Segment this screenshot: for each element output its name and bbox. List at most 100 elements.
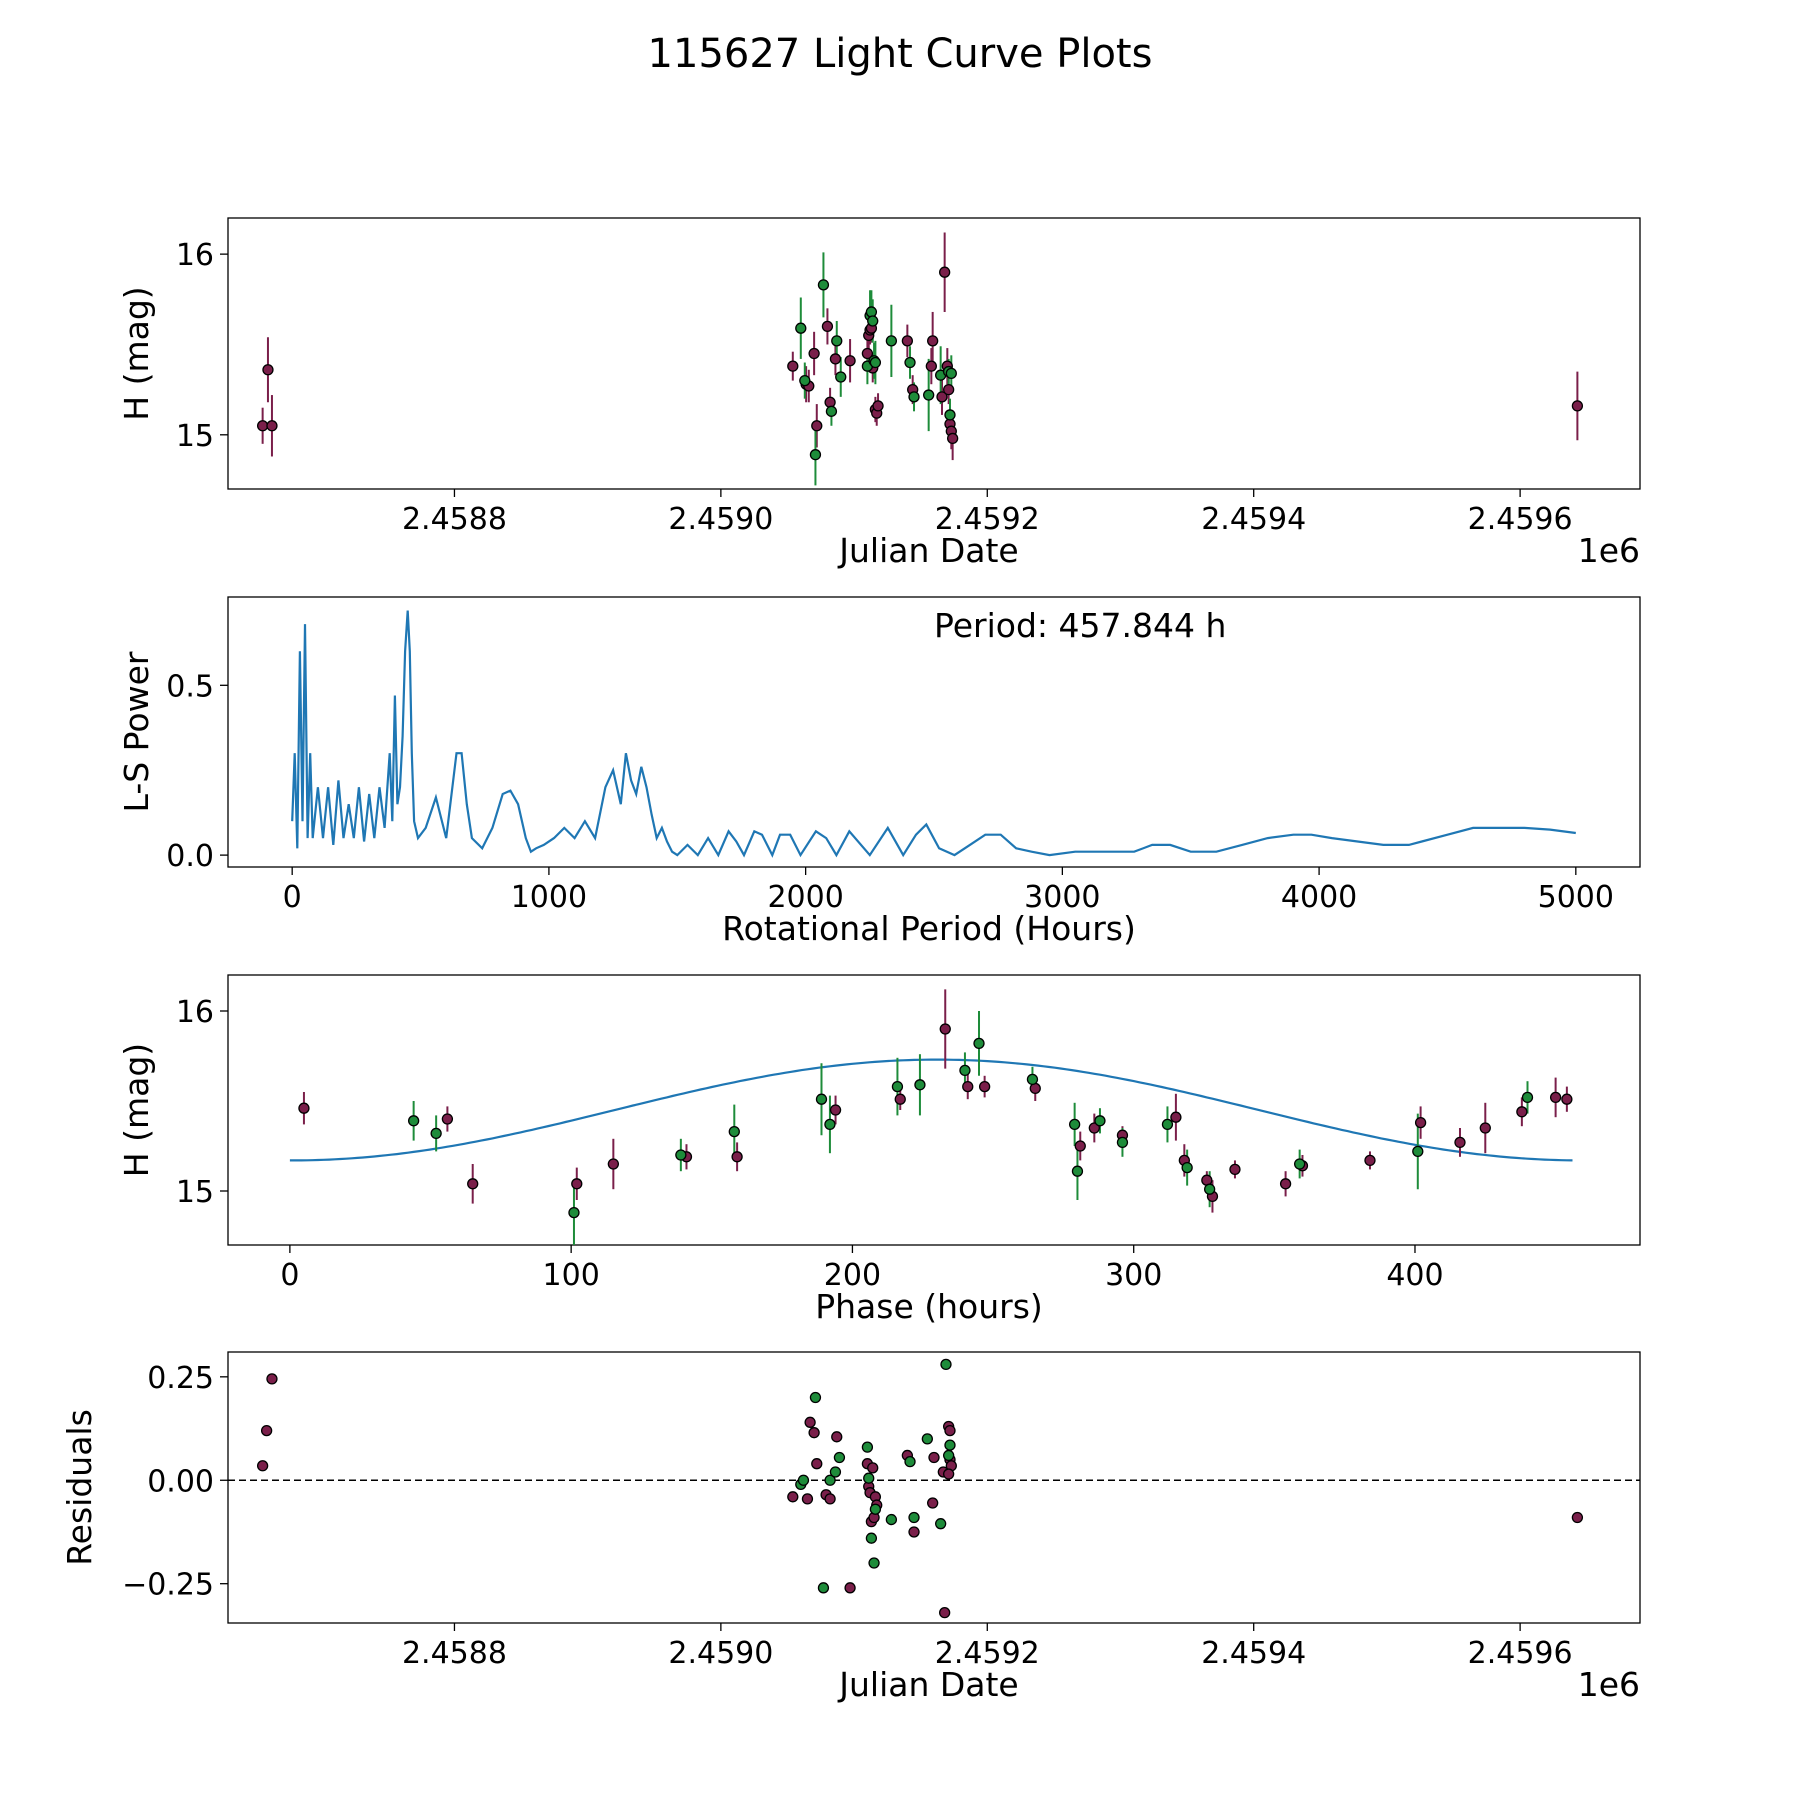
- maroon-data-point: [944, 1424, 956, 1437]
- maroon-data-point: [1571, 400, 1584, 412]
- green-data-point: [959, 1064, 971, 1077]
- phasefold-panel: 0 100 200 300 400 15 16 Phase (hours) H (mag): [117, 974, 1641, 1326]
- green-data-point: [869, 356, 882, 369]
- green-data-point: [865, 306, 878, 318]
- lightcurve-panel: 2.4588 2.4590 2.4592 2.4594 2.4596 15 16 Julian…: [117, 217, 1641, 570]
- maroon-data-point: [811, 1458, 823, 1470]
- maroon-data-point: [829, 1104, 842, 1116]
- green-data-point: [1412, 1145, 1424, 1158]
- residuals-panel: 2.4588 2.4590 2.4592 2.4594 2.4596 0.25 0.00 −0…: [60, 1351, 1641, 1704]
- x-tick-label: 2.4588: [402, 502, 507, 537]
- maroon-data-point: [943, 383, 955, 396]
- y-axis-label: Residuals: [60, 1409, 99, 1566]
- green-data-point: [833, 1451, 846, 1464]
- green-data-point: [868, 1557, 880, 1569]
- maroon-data-point: [1170, 1111, 1182, 1123]
- maroon-data-point: [824, 1493, 836, 1505]
- x-tick-label: 2.4594: [1201, 502, 1306, 537]
- green-data-point: [861, 1441, 874, 1453]
- x-tick-label: 4000: [1281, 880, 1357, 915]
- y-tick-label: 16: [176, 238, 214, 273]
- x-tick-label: 2.4594: [1201, 1636, 1306, 1671]
- maroon-data-point: [787, 360, 799, 372]
- x-tick-label: 3000: [1024, 880, 1100, 915]
- maroon-data-point: [266, 420, 278, 432]
- maroon-data-point: [861, 347, 874, 360]
- maroon-data-point: [266, 1373, 278, 1385]
- maroon-data-point: [943, 1468, 955, 1480]
- maroon-data-point: [571, 1178, 583, 1190]
- maroon-data-point: [844, 355, 856, 367]
- green-data-point: [430, 1127, 442, 1140]
- green-data-point: [407, 1115, 420, 1127]
- maroon-data-point: [939, 266, 951, 278]
- green-data-point: [809, 449, 822, 461]
- green-data-point: [940, 1358, 952, 1371]
- green-data-point: [944, 409, 956, 421]
- maroon-data-point: [962, 1080, 974, 1093]
- green-data-point: [809, 1391, 822, 1404]
- plot-area: [291, 610, 1576, 858]
- green-data-point: [1068, 1118, 1081, 1131]
- x-tick-label: 2.4596: [1468, 502, 1573, 537]
- green-data-point: [1071, 1165, 1084, 1177]
- maroon-data-point: [939, 1607, 951, 1619]
- x-axis-label: Julian Date: [837, 1665, 1019, 1704]
- maroon-data-point: [927, 335, 939, 347]
- maroon-data-point: [831, 1431, 843, 1443]
- maroon-data-point: [804, 1416, 816, 1428]
- plot-area: [289, 989, 1573, 1245]
- green-data-point: [908, 1511, 920, 1524]
- plot-area: [228, 1358, 1640, 1619]
- green-data-point: [908, 391, 920, 403]
- plot-frame: [227, 974, 1641, 1246]
- green-data-point: [1203, 1183, 1216, 1195]
- green-data-point: [835, 371, 847, 383]
- green-data-point: [675, 1149, 687, 1161]
- green-data-point: [921, 1433, 933, 1445]
- maroon-data-point: [1561, 1093, 1573, 1105]
- maroon-data-point: [1364, 1154, 1376, 1167]
- x-tick-label: 2.4592: [935, 502, 1040, 537]
- green-data-point: [943, 1449, 955, 1462]
- y-tick-label: 0.00: [147, 1464, 214, 1499]
- green-data-point: [973, 1037, 985, 1050]
- green-data-point: [869, 1503, 882, 1515]
- maroon-data-point: [607, 1158, 619, 1170]
- green-data-point: [1161, 1118, 1174, 1131]
- green-data-point: [728, 1125, 740, 1138]
- y-tick-label: 0.0: [166, 839, 214, 874]
- green-data-point: [817, 1582, 830, 1594]
- x-axis-label: Julian Date: [837, 531, 1019, 570]
- x-axis-label: Rotational Period (Hours): [722, 909, 1136, 948]
- maroon-data-point: [1516, 1106, 1528, 1118]
- x-tick-label: 0: [280, 1258, 299, 1293]
- x-tick-label: 5000: [1538, 880, 1614, 915]
- y-axis-label: H (mag): [117, 286, 156, 420]
- x-tick-label: 100: [543, 1258, 600, 1293]
- maroon-data-point: [1571, 1511, 1584, 1524]
- green-data-point: [891, 1080, 904, 1093]
- x-tick-label: 300: [1105, 1258, 1162, 1293]
- plot-area: [256, 232, 1584, 486]
- green-data-point: [944, 1439, 956, 1451]
- maroon-data-point: [1479, 1122, 1491, 1134]
- maroon-data-point: [829, 353, 842, 365]
- maroon-data-point: [811, 420, 823, 432]
- maroon-data-point: [936, 391, 948, 403]
- maroon-data-point: [824, 396, 836, 408]
- x-tick-label: 2000: [767, 880, 843, 915]
- plot-frame: [227, 217, 1641, 490]
- maroon-data-point: [808, 1427, 820, 1439]
- period-annotation: Period: 457.844 h: [934, 606, 1226, 645]
- green-data-point: [824, 1474, 836, 1486]
- green-data-point: [795, 322, 807, 334]
- x-tick-label: 1000: [511, 880, 587, 915]
- maroon-data-point: [901, 335, 914, 347]
- green-data-point: [885, 335, 898, 347]
- maroon-data-point: [1414, 1116, 1427, 1129]
- y-tick-label: 16: [176, 995, 214, 1030]
- maroon-data-point: [256, 420, 269, 432]
- plot-frame: [227, 596, 1641, 868]
